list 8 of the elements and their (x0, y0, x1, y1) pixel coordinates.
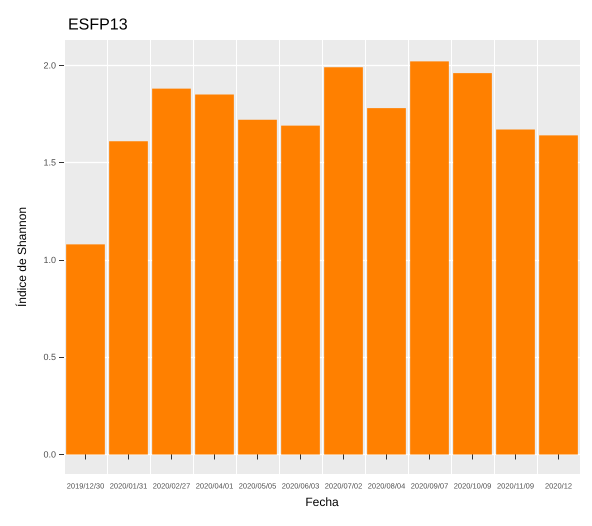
x-axis-title: Fecha (305, 495, 339, 509)
y-tick-label: 0.0 (43, 450, 56, 460)
y-axis-title: Índice de Shannon (15, 206, 29, 308)
y-tick-label: 2.0 (43, 60, 56, 70)
y-tick-label: 1.0 (43, 254, 56, 265)
y-tick-label: 1.5 (43, 158, 56, 168)
y-tick-label: 0.5 (43, 352, 56, 362)
chart-title: ESFP13 (68, 16, 128, 34)
